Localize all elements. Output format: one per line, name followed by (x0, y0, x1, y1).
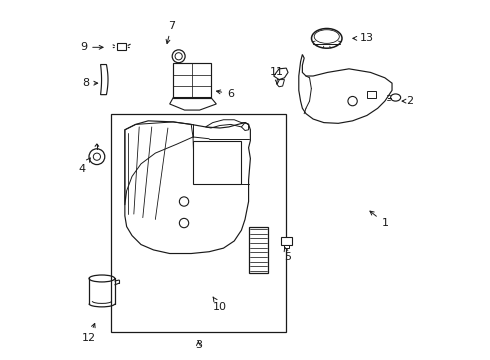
Bar (117, 43, 125, 50)
Text: 10: 10 (213, 297, 227, 312)
Text: 9: 9 (80, 42, 103, 52)
Bar (193, 140, 242, 184)
Bar (367, 91, 376, 98)
Text: 1: 1 (370, 211, 389, 228)
Text: 7: 7 (166, 21, 175, 44)
Text: 2: 2 (402, 96, 414, 106)
FancyArrowPatch shape (128, 44, 130, 45)
Bar (284, 244, 289, 248)
Text: 5: 5 (284, 247, 292, 262)
Bar (248, 226, 269, 273)
Text: 8: 8 (82, 78, 98, 88)
Text: 11: 11 (270, 67, 284, 84)
Text: 13: 13 (353, 33, 374, 43)
Text: 6: 6 (217, 89, 234, 99)
Bar (111, 114, 286, 332)
Text: 12: 12 (82, 323, 96, 343)
Text: 3: 3 (195, 340, 202, 350)
Text: 4: 4 (78, 158, 90, 174)
Bar (173, 63, 211, 98)
Bar (281, 237, 292, 244)
